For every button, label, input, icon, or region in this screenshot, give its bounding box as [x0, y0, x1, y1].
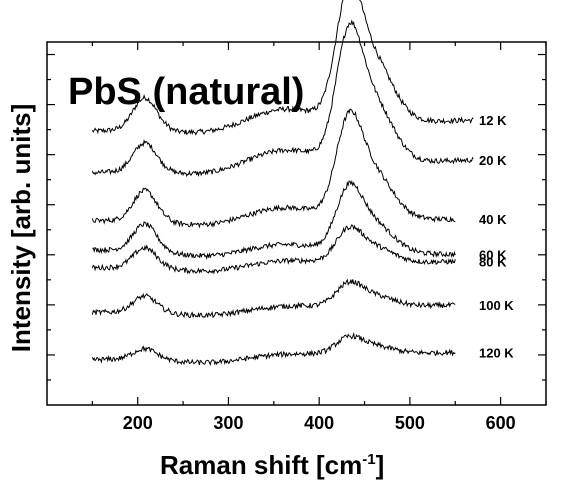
- x-tick-labels: 200 300 400 500 600: [123, 413, 516, 433]
- series-label: 60 K: [479, 247, 507, 262]
- series-labels: 12 K 20 K 40 K 60 K80 K 100 K 120 K: [479, 113, 514, 360]
- series-label: 40 K: [479, 212, 507, 227]
- series-label: 12 K: [479, 113, 507, 128]
- x-axis-title: Raman shift [cm-1]: [160, 450, 384, 480]
- series-label: 80 K: [479, 255, 507, 270]
- series-line: [91, 108, 456, 229]
- x-tick-label: 600: [486, 413, 516, 433]
- x-axis-title-end: ]: [376, 450, 385, 480]
- series-line: [91, 224, 456, 275]
- x-tick-label: 500: [395, 413, 425, 433]
- series-line: [92, 179, 456, 260]
- panel-title: PbS (natural): [68, 71, 304, 113]
- plot-frame: [46, 41, 547, 406]
- series-line: [91, 19, 474, 178]
- series-group: [91, 0, 474, 366]
- series-label: 20 K: [479, 153, 507, 168]
- x-axis-title-main: Raman shift [cm: [160, 450, 362, 480]
- tick-marks: [47, 42, 547, 405]
- x-axis-title-sup: -1: [362, 451, 375, 468]
- series-label: 120 K: [479, 345, 514, 360]
- x-tick-label: 400: [304, 413, 334, 433]
- series-line: [91, 0, 474, 136]
- series-line: [91, 331, 456, 366]
- y-axis-title: Intensity [arb. units]: [6, 104, 36, 352]
- x-tick-label: 200: [123, 413, 153, 433]
- series-label: 100 K: [479, 298, 514, 313]
- x-tick-label: 300: [213, 413, 243, 433]
- series-line: [91, 278, 456, 319]
